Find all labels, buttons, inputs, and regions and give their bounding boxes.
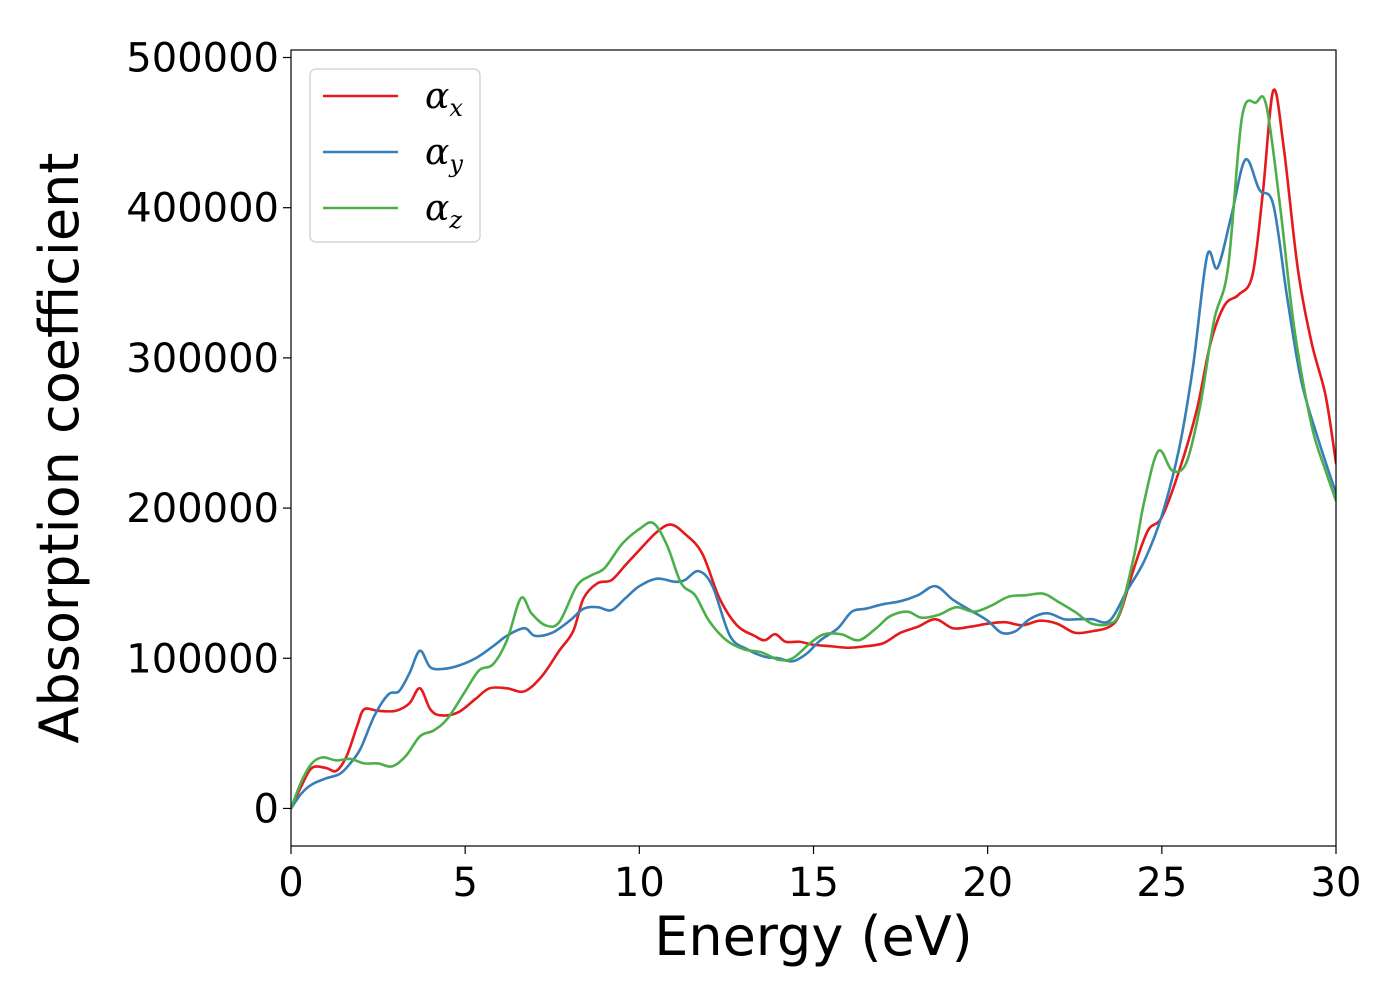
x-axis-label: Energy (eV): [654, 905, 973, 968]
y-tick-label: 0: [254, 786, 279, 832]
x-tick-label: 10: [614, 860, 665, 906]
plot-frame: [290, 49, 1337, 847]
x-tick-label: 0: [278, 860, 303, 906]
series-line-z: [291, 95, 1336, 810]
x-tick-label: 5: [452, 860, 477, 906]
series-line-y: [291, 158, 1336, 810]
x-tick-label: 25: [1136, 860, 1187, 906]
x-tick-label: 20: [962, 860, 1013, 906]
x-tick-label: 15: [788, 860, 839, 906]
y-axis-label: Absorption coefficient: [28, 153, 91, 744]
legend-box: [309, 68, 481, 243]
y-tick-label: 300000: [126, 336, 279, 382]
plot-area: [291, 88, 1336, 810]
x-tick-label: 30: [1311, 860, 1362, 906]
legend-label-y: αy: [425, 132, 463, 178]
legend-label-x: αx: [425, 76, 463, 122]
x-axis-ticks: 0 5 10 15 20 25 30: [278, 846, 1361, 906]
legend-label-z: αz: [425, 188, 462, 234]
y-tick-label: 200000: [126, 486, 279, 532]
series-line-x: [291, 88, 1336, 810]
y-axis-ticks: 0 100000 200000 300000 400000 500000: [126, 36, 291, 832]
legend: αx αy αz: [309, 68, 481, 243]
y-tick-label: 100000: [126, 636, 279, 682]
y-tick-label: 500000: [126, 36, 279, 82]
y-tick-label: 400000: [126, 186, 279, 232]
